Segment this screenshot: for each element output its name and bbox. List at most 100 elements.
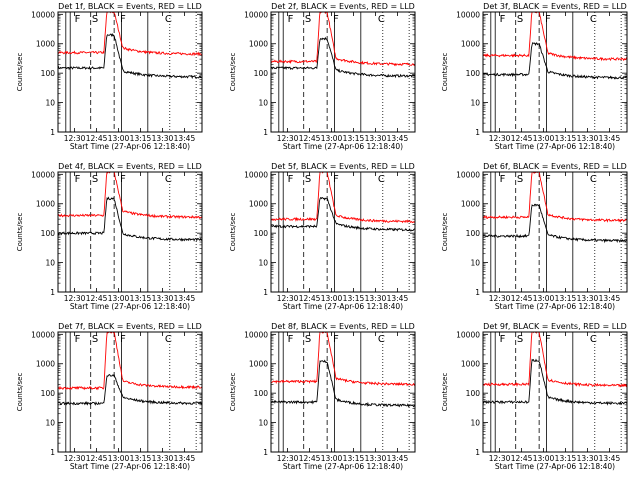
y-tick-label: 10	[45, 419, 55, 428]
lld-series-line	[483, 12, 627, 62]
x-tick-label: 12:45	[511, 454, 533, 463]
x-tick-label: 12:30	[489, 294, 511, 303]
x-tick-label: 13:00	[533, 294, 555, 303]
x-tick-label: 12:45	[511, 134, 533, 143]
chart-panel-9: Det 9f, BLACK = Events, RED = LLD Counts/…	[441, 322, 628, 471]
segment-marker-letter: F	[500, 174, 506, 185]
y-tick-label: 1000	[461, 40, 480, 49]
y-tick-label: 10	[258, 99, 268, 108]
x-tick-label: 13:45	[174, 134, 196, 143]
x-axis-label: Start Time (27-Apr-06 12:18:40)	[283, 462, 403, 471]
x-tick-label: 13:30	[577, 454, 599, 463]
x-tick-label: 13:45	[387, 454, 409, 463]
y-tick-label: 1	[263, 128, 268, 137]
segment-marker-letter: S	[517, 14, 523, 25]
x-tick-label: 13:15	[555, 454, 577, 463]
y-tick-label: 100	[466, 389, 481, 398]
segment-marker-letter: F	[75, 334, 81, 345]
x-axis-label: Start Time (27-Apr-06 12:18:40)	[70, 302, 190, 311]
events-series-line	[58, 374, 202, 406]
x-tick-label: 13:30	[152, 294, 174, 303]
x-axis-label: Start Time (27-Apr-06 12:18:40)	[495, 462, 615, 471]
x-tick-label: 13:30	[152, 134, 174, 143]
x-tick-label: 12:30	[64, 294, 86, 303]
lld-series-line	[58, 332, 202, 391]
plot-frame	[482, 331, 628, 453]
y-tick-label: 10	[470, 419, 480, 428]
x-tick-label: 13:45	[174, 294, 196, 303]
x-tick-label: 12:30	[277, 294, 299, 303]
x-tick-label: 13:30	[577, 134, 599, 143]
y-tick-label: 1	[263, 448, 268, 457]
y-tick-label: 10	[470, 99, 480, 108]
x-tick-label: 13:00	[533, 454, 555, 463]
y-tick-label: 1000	[36, 40, 55, 49]
chart-title: Det 9f, BLACK = Events, RED = LLD	[483, 322, 627, 331]
segment-marker-letter: S	[517, 174, 523, 185]
y-axis-label: Counts/sec	[16, 373, 24, 412]
lld-series-line	[483, 172, 627, 223]
segment-marker-letter: S	[305, 334, 311, 345]
y-tick-label: 100	[41, 69, 56, 78]
y-tick-label: 10000	[31, 10, 55, 19]
chart-title: Det 7f, BLACK = Events, RED = LLD	[58, 322, 202, 331]
events-series-line	[483, 203, 627, 244]
segment-marker-letter: F	[75, 174, 81, 185]
y-tick-label: 10000	[244, 170, 268, 179]
x-tick-label: 13:15	[130, 294, 152, 303]
chart-title: Det 2f, BLACK = Events, RED = LLD	[271, 2, 415, 11]
y-tick-label: 10000	[31, 170, 55, 179]
y-axis-label: Counts/sec	[229, 53, 237, 92]
x-tick-label: 12:45	[86, 134, 108, 143]
chart-title: Det 3f, BLACK = Events, RED = LLD	[483, 2, 627, 11]
segment-marker-letter: F	[500, 14, 506, 25]
x-tick-label: 13:15	[130, 454, 152, 463]
y-tick-label: 1	[50, 448, 55, 457]
events-series-line	[483, 358, 627, 406]
chart-title: Det 5f, BLACK = Events, RED = LLD	[271, 162, 415, 171]
x-tick-label: 13:30	[152, 454, 174, 463]
y-tick-label: 100	[41, 229, 56, 238]
plot-frame	[482, 171, 628, 293]
y-axis-label: Counts/sec	[441, 373, 449, 412]
lld-series-line	[483, 332, 627, 388]
x-tick-label: 12:30	[277, 454, 299, 463]
x-tick-label: 13:15	[343, 454, 365, 463]
y-axis-label: Counts/sec	[229, 213, 237, 252]
events-series-line	[58, 32, 202, 80]
x-axis-label: Start Time (27-Apr-06 12:18:40)	[70, 462, 190, 471]
x-tick-label: 13:00	[321, 294, 343, 303]
x-axis-label: Start Time (27-Apr-06 12:18:40)	[283, 142, 403, 151]
segment-marker-letter: C	[165, 174, 172, 185]
events-series-line	[58, 196, 202, 242]
x-tick-label: 13:15	[555, 134, 577, 143]
y-axis-label: Counts/sec	[229, 373, 237, 412]
segment-marker-letter: F	[120, 14, 126, 25]
segment-marker-letter: C	[590, 174, 597, 185]
y-tick-label: 10	[45, 99, 55, 108]
x-tick-label: 13:15	[555, 294, 577, 303]
x-axis-label: Start Time (27-Apr-06 12:18:40)	[495, 142, 615, 151]
x-axis-label: Start Time (27-Apr-06 12:18:40)	[283, 302, 403, 311]
lld-series-line	[271, 172, 415, 224]
y-tick-label: 1000	[249, 200, 268, 209]
chart-panel-3: Det 3f, BLACK = Events, RED = LLD Counts/…	[441, 2, 628, 151]
y-tick-label: 1000	[36, 360, 55, 369]
lld-series-line	[271, 12, 415, 67]
x-tick-label: 13:45	[387, 134, 409, 143]
x-tick-label: 13:45	[599, 134, 621, 143]
chart-panel-5: Det 5f, BLACK = Events, RED = LLD Counts/…	[229, 162, 416, 311]
segment-marker-letter: F	[288, 174, 294, 185]
segment-marker-letter: C	[165, 14, 172, 25]
x-tick-label: 13:30	[577, 294, 599, 303]
lld-series-line	[58, 12, 202, 57]
y-axis-label: Counts/sec	[441, 213, 449, 252]
x-tick-label: 13:30	[365, 454, 387, 463]
x-axis-label: Start Time (27-Apr-06 12:18:40)	[70, 142, 190, 151]
y-tick-label: 100	[466, 69, 481, 78]
y-tick-label: 1000	[461, 200, 480, 209]
segment-marker-letter: F	[120, 174, 126, 185]
x-tick-label: 12:45	[299, 454, 321, 463]
x-tick-label: 12:30	[489, 134, 511, 143]
